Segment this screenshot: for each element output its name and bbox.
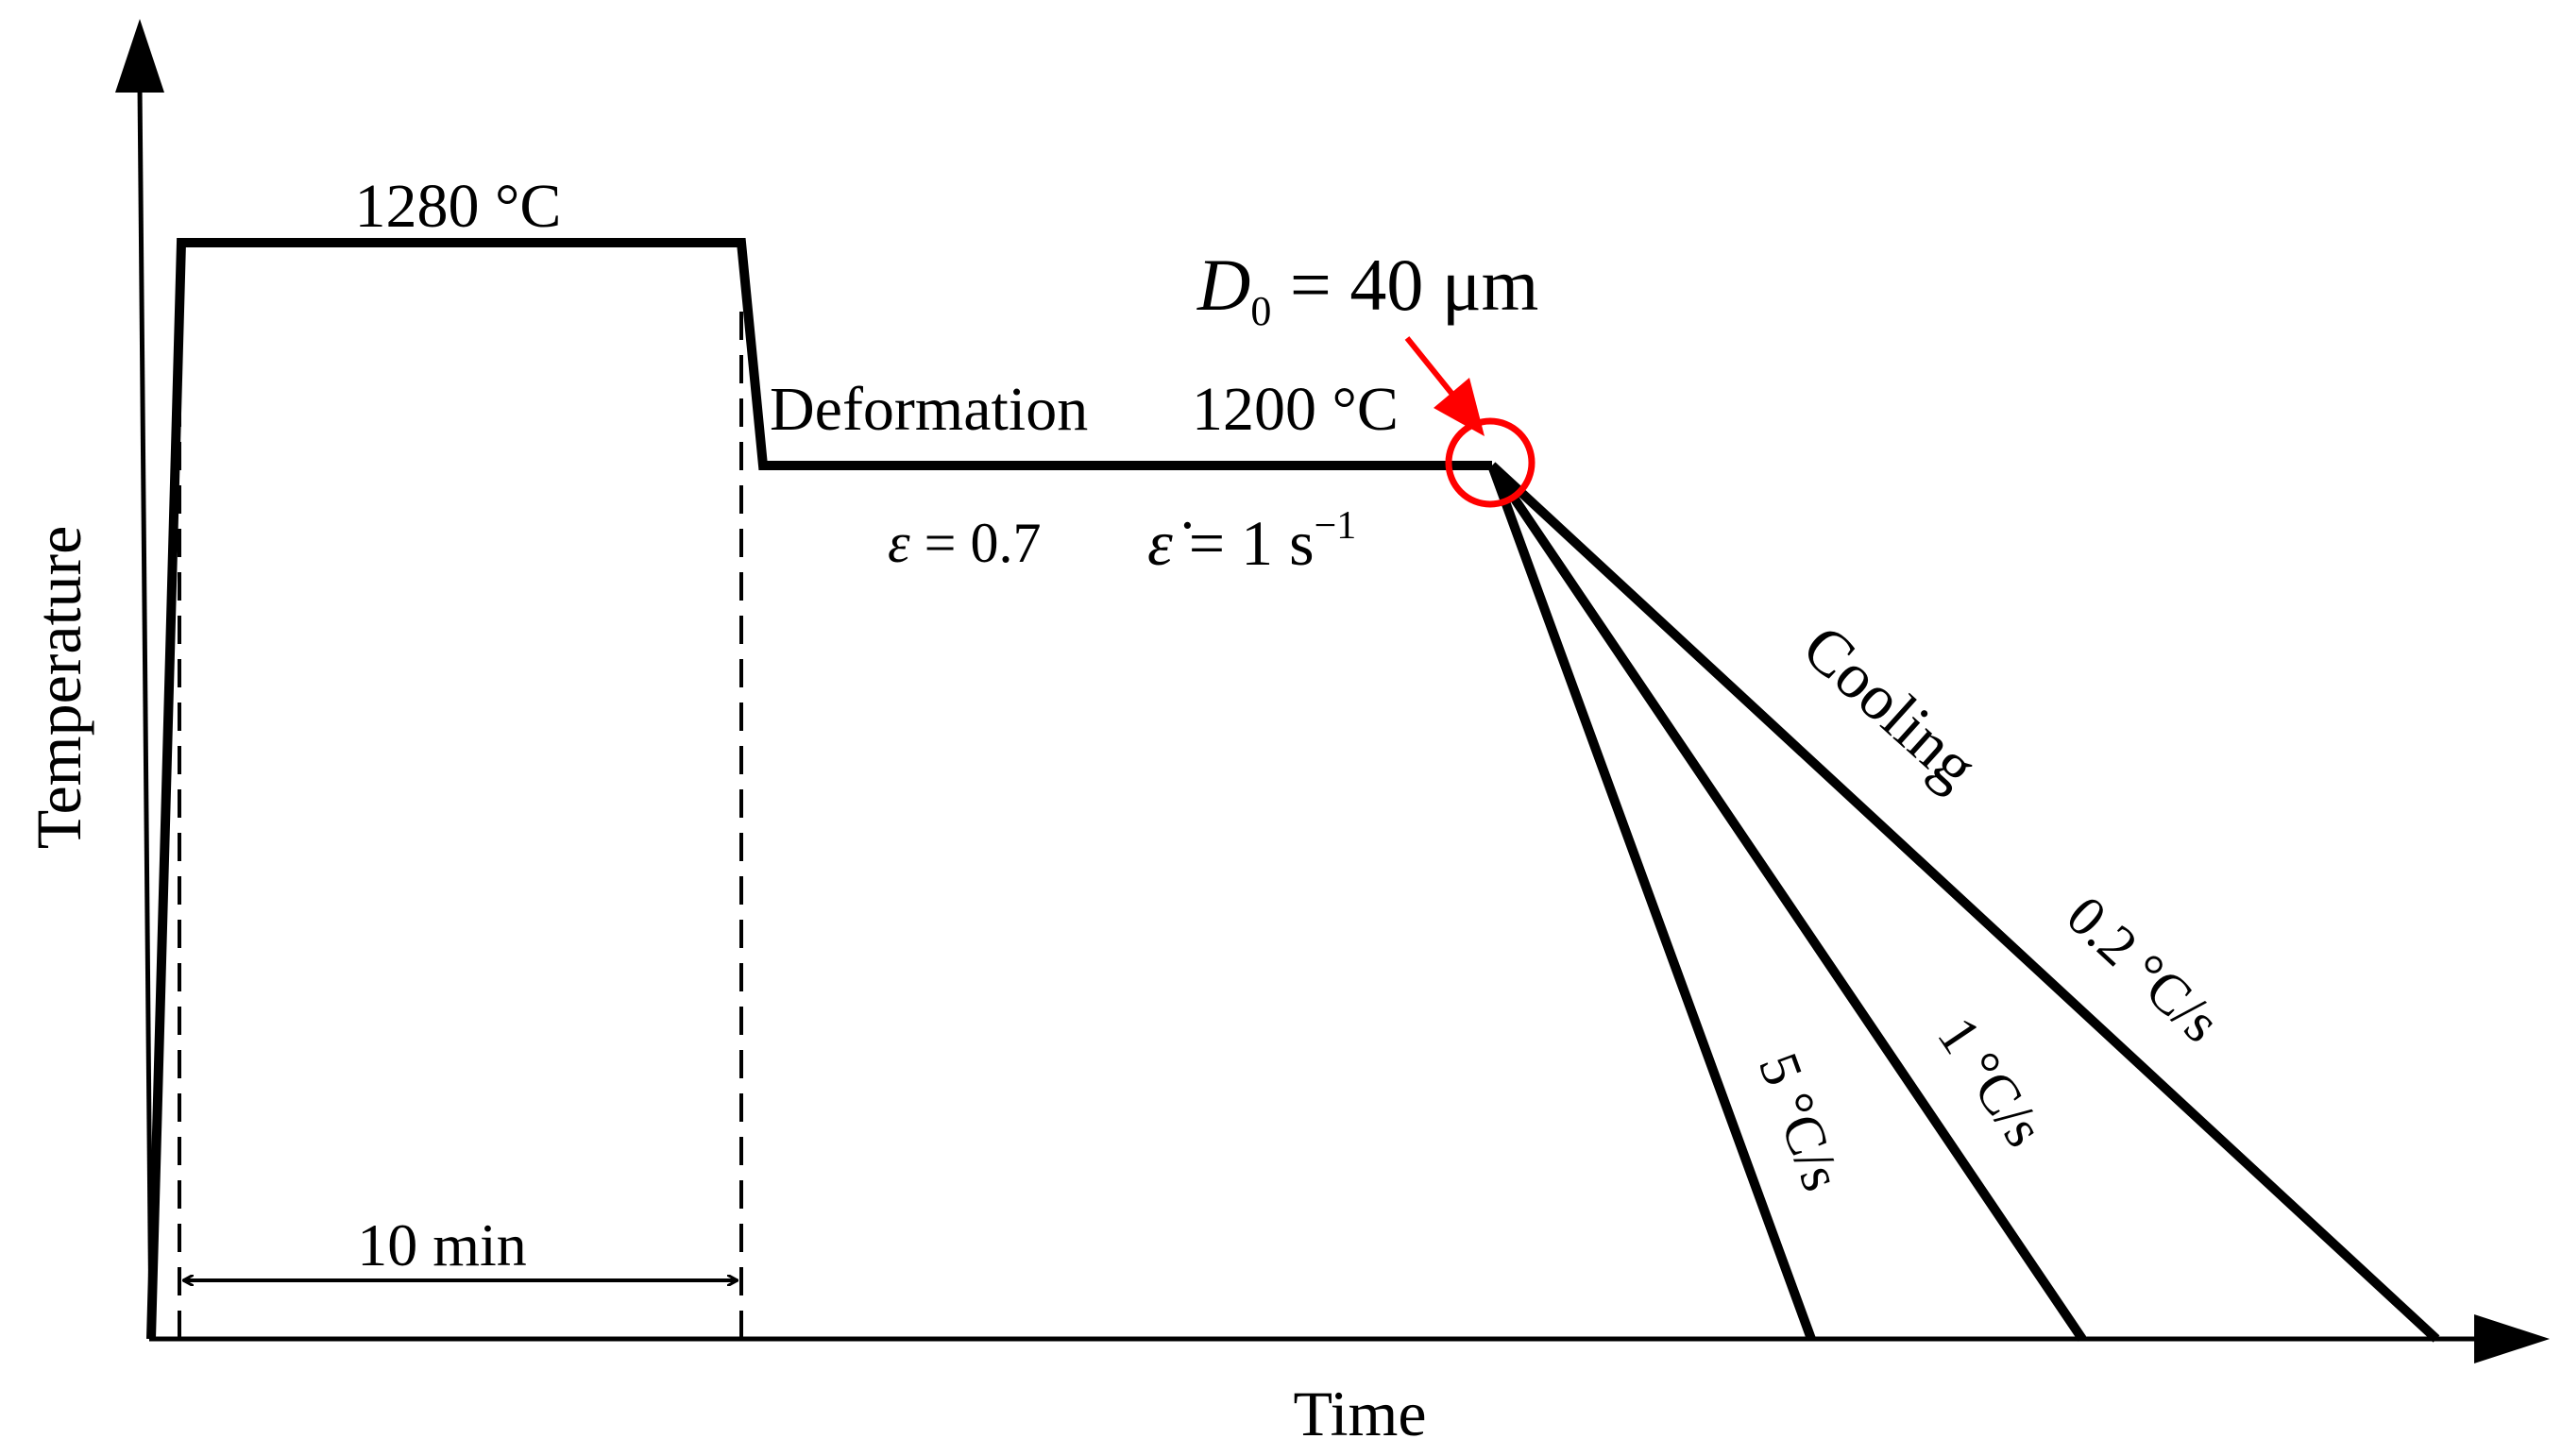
grain-size-pointer-arrowhead — [1434, 378, 1485, 436]
x-axis-label: Time — [1293, 1378, 1426, 1449]
strain-value: = 0.7 — [910, 512, 1042, 574]
grain-size-value: = 40 μm — [1271, 244, 1538, 326]
deformation-temperature-label: 1200 °C — [1192, 375, 1399, 444]
grain-size-symbol: D — [1196, 244, 1250, 326]
grain-size-marker-circle — [1445, 417, 1536, 508]
deformation-label: Deformation — [770, 375, 1088, 444]
cooling-line-1-c-per-s — [1487, 463, 2087, 1342]
strain-rate-value: = 1 s — [1173, 507, 1315, 579]
strain-rate-exponent: −1 — [1315, 504, 1357, 548]
strain-rate-label: ε̇ = 1 s−1 — [1147, 504, 1356, 579]
temperature-profile — [146, 238, 1492, 1340]
strain-symbol: ε — [888, 512, 910, 574]
y-axis-arrowhead — [115, 19, 164, 93]
grain-size-subscript: 0 — [1250, 288, 1271, 334]
cooling-rate-5-label: 5 °C/s — [1747, 1045, 1854, 1199]
cooling-line-0-2-c-per-s — [1488, 462, 2440, 1343]
y-axis — [137, 84, 154, 1340]
cooling-rate-0-2-label: 0.2 °C/s — [2055, 884, 2231, 1054]
x-axis-arrowhead — [2474, 1314, 2550, 1363]
cooling-line-5-c-per-s — [1487, 464, 1816, 1341]
grain-size-pointer-line — [1404, 336, 1457, 398]
grain-size-label: D0 = 40 μm — [1196, 244, 1538, 334]
y-axis-label: Temperature — [23, 526, 94, 850]
hold-temperature-label: 1280 °C — [355, 172, 562, 241]
hold-time-label: 10 min — [357, 1211, 527, 1278]
strain-label: ε = 0.7 — [888, 512, 1042, 574]
